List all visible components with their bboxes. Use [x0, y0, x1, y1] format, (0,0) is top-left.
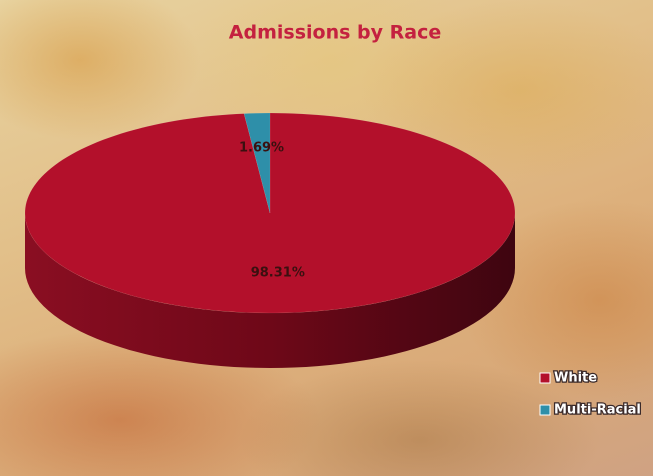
legend-label: White [554, 371, 597, 386]
data-label: 1.69% [239, 141, 284, 156]
chart-title: Admissions by Race [229, 22, 441, 44]
data-label: 98.31% [251, 265, 305, 280]
legend-label: Multi-Racial [554, 403, 641, 418]
pie-slice [243, 112, 271, 214]
pie-slice [24, 112, 516, 314]
legend-swatch [539, 404, 551, 416]
pie-side [25, 213, 515, 368]
legend-swatch [539, 372, 551, 384]
